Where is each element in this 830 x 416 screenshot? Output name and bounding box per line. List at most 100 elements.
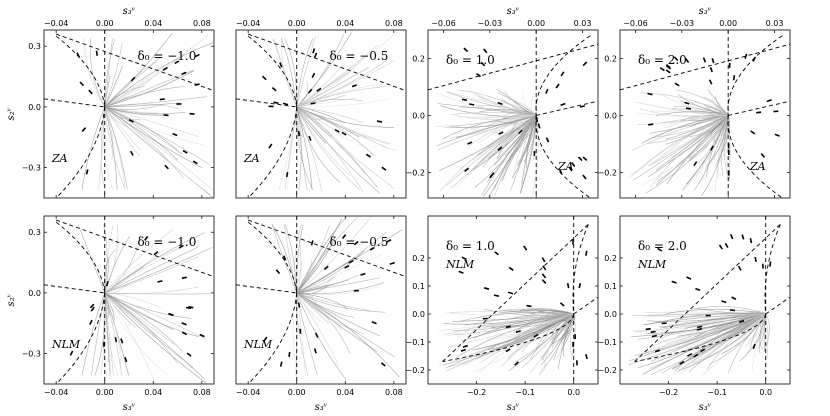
streamline (296, 292, 309, 376)
flow-arrow (545, 137, 550, 143)
streamline (104, 43, 123, 108)
streamline (687, 313, 766, 350)
x-tick-label: 0.00 (288, 388, 306, 397)
boundary-curve-lower (535, 115, 591, 198)
streamline (104, 106, 182, 154)
flow-arrow (674, 82, 680, 87)
x-tick-label: 0.00 (719, 19, 737, 28)
x-axis-title: s₃ᵛ (123, 6, 136, 17)
streamline (104, 42, 214, 108)
streamline (659, 313, 766, 328)
x-tick-label: −0.2 (467, 388, 486, 397)
streamline (446, 313, 574, 372)
flow-arrow (708, 79, 713, 85)
flow-arrow (724, 242, 729, 249)
streamline (693, 101, 729, 116)
streamline (449, 115, 537, 128)
flow-arrow (579, 105, 585, 108)
streamline (296, 292, 318, 376)
flow-arrow (505, 348, 511, 353)
flow-arrow (741, 234, 745, 240)
boundary-line-a (236, 98, 297, 108)
flow-arrow (774, 133, 780, 137)
flow-arrow (286, 171, 289, 178)
streamline (104, 103, 180, 109)
flow-arrow (541, 273, 547, 279)
flow-arrow (545, 88, 549, 94)
streamline (104, 106, 203, 169)
flow-arrow (700, 348, 706, 353)
panel-6: −0.04 0.00 0.04 0.08 s₃ᵛ δ₀ = −0.5 NLM (235, 215, 407, 413)
streamline (551, 313, 574, 343)
flow-arrow (533, 333, 539, 338)
plot-area (620, 30, 790, 198)
flow-arrow (464, 167, 470, 173)
streamline (104, 57, 161, 108)
streamline (104, 106, 118, 190)
boundary-curve-upper (55, 35, 106, 107)
y-tick-label: −0.3 (22, 350, 41, 359)
streamline (449, 313, 574, 347)
streamline (705, 115, 729, 168)
flow-arrow (571, 162, 576, 167)
streamline (496, 88, 537, 116)
boundary-line-b (573, 296, 598, 315)
flow-arrow (178, 244, 184, 249)
streamline (664, 313, 766, 327)
boundary-line-b (728, 100, 790, 116)
flow-arrow (650, 330, 656, 334)
panel-1: −0.04 0.00 0.04 0.08 −0.3 0.0 0.3 s₃ᵛ s₂ᵛ δ₀ = −1… (6, 6, 215, 199)
flow-arrow (711, 58, 715, 64)
x-tick-label: 0.08 (193, 388, 211, 397)
streamline (530, 313, 574, 373)
flow-arrow (381, 166, 387, 171)
boundary-line-a (44, 98, 105, 108)
streamline (104, 106, 199, 137)
flow-arrow (461, 98, 468, 102)
flow-arrow (651, 334, 657, 338)
flow-arrow (288, 351, 291, 357)
x-tick-label: −0.04 (236, 388, 261, 397)
x-tick-label: 0.08 (193, 19, 211, 28)
streamline (631, 313, 766, 316)
streamline (104, 292, 207, 384)
streamline (695, 313, 766, 338)
flow-arrow (566, 283, 570, 289)
streamline (666, 308, 766, 315)
flow-arrow (164, 164, 169, 170)
flow-arrow (695, 287, 701, 292)
flow-arrow (568, 166, 573, 172)
streamline (636, 101, 729, 116)
delta-label: δ₀ = −1.0 (138, 49, 197, 63)
flow-arrow (168, 312, 174, 316)
plot-area (236, 216, 406, 384)
flow-arrow (469, 103, 475, 106)
flow-arrow (185, 306, 192, 310)
streamline (104, 239, 200, 294)
streamline (296, 97, 356, 108)
streamline (702, 313, 766, 376)
flow-arrow (526, 304, 532, 308)
flow-arrow (273, 101, 279, 104)
streamline (446, 115, 537, 137)
flow-arrow (744, 53, 748, 59)
flow-arrow (489, 173, 494, 179)
x-tick-label: −0.06 (431, 19, 456, 28)
flow-arrow (518, 129, 523, 135)
flow-arrow (752, 343, 756, 350)
streamline (504, 90, 537, 116)
flow-arrow (310, 102, 316, 105)
flow-arrow (95, 50, 98, 56)
flow-arrow (754, 256, 757, 263)
streamline (104, 224, 114, 293)
panel-frame (43, 215, 215, 385)
flow-arrow (458, 270, 464, 274)
x-tick-label: −0.03 (670, 19, 695, 28)
streamline (104, 106, 126, 190)
streamline (501, 115, 537, 182)
flow-arrow (523, 245, 528, 251)
y-tick-label: −0.3 (22, 164, 41, 173)
streamline (296, 106, 364, 193)
streamline (104, 229, 174, 294)
flow-arrow (181, 322, 187, 326)
